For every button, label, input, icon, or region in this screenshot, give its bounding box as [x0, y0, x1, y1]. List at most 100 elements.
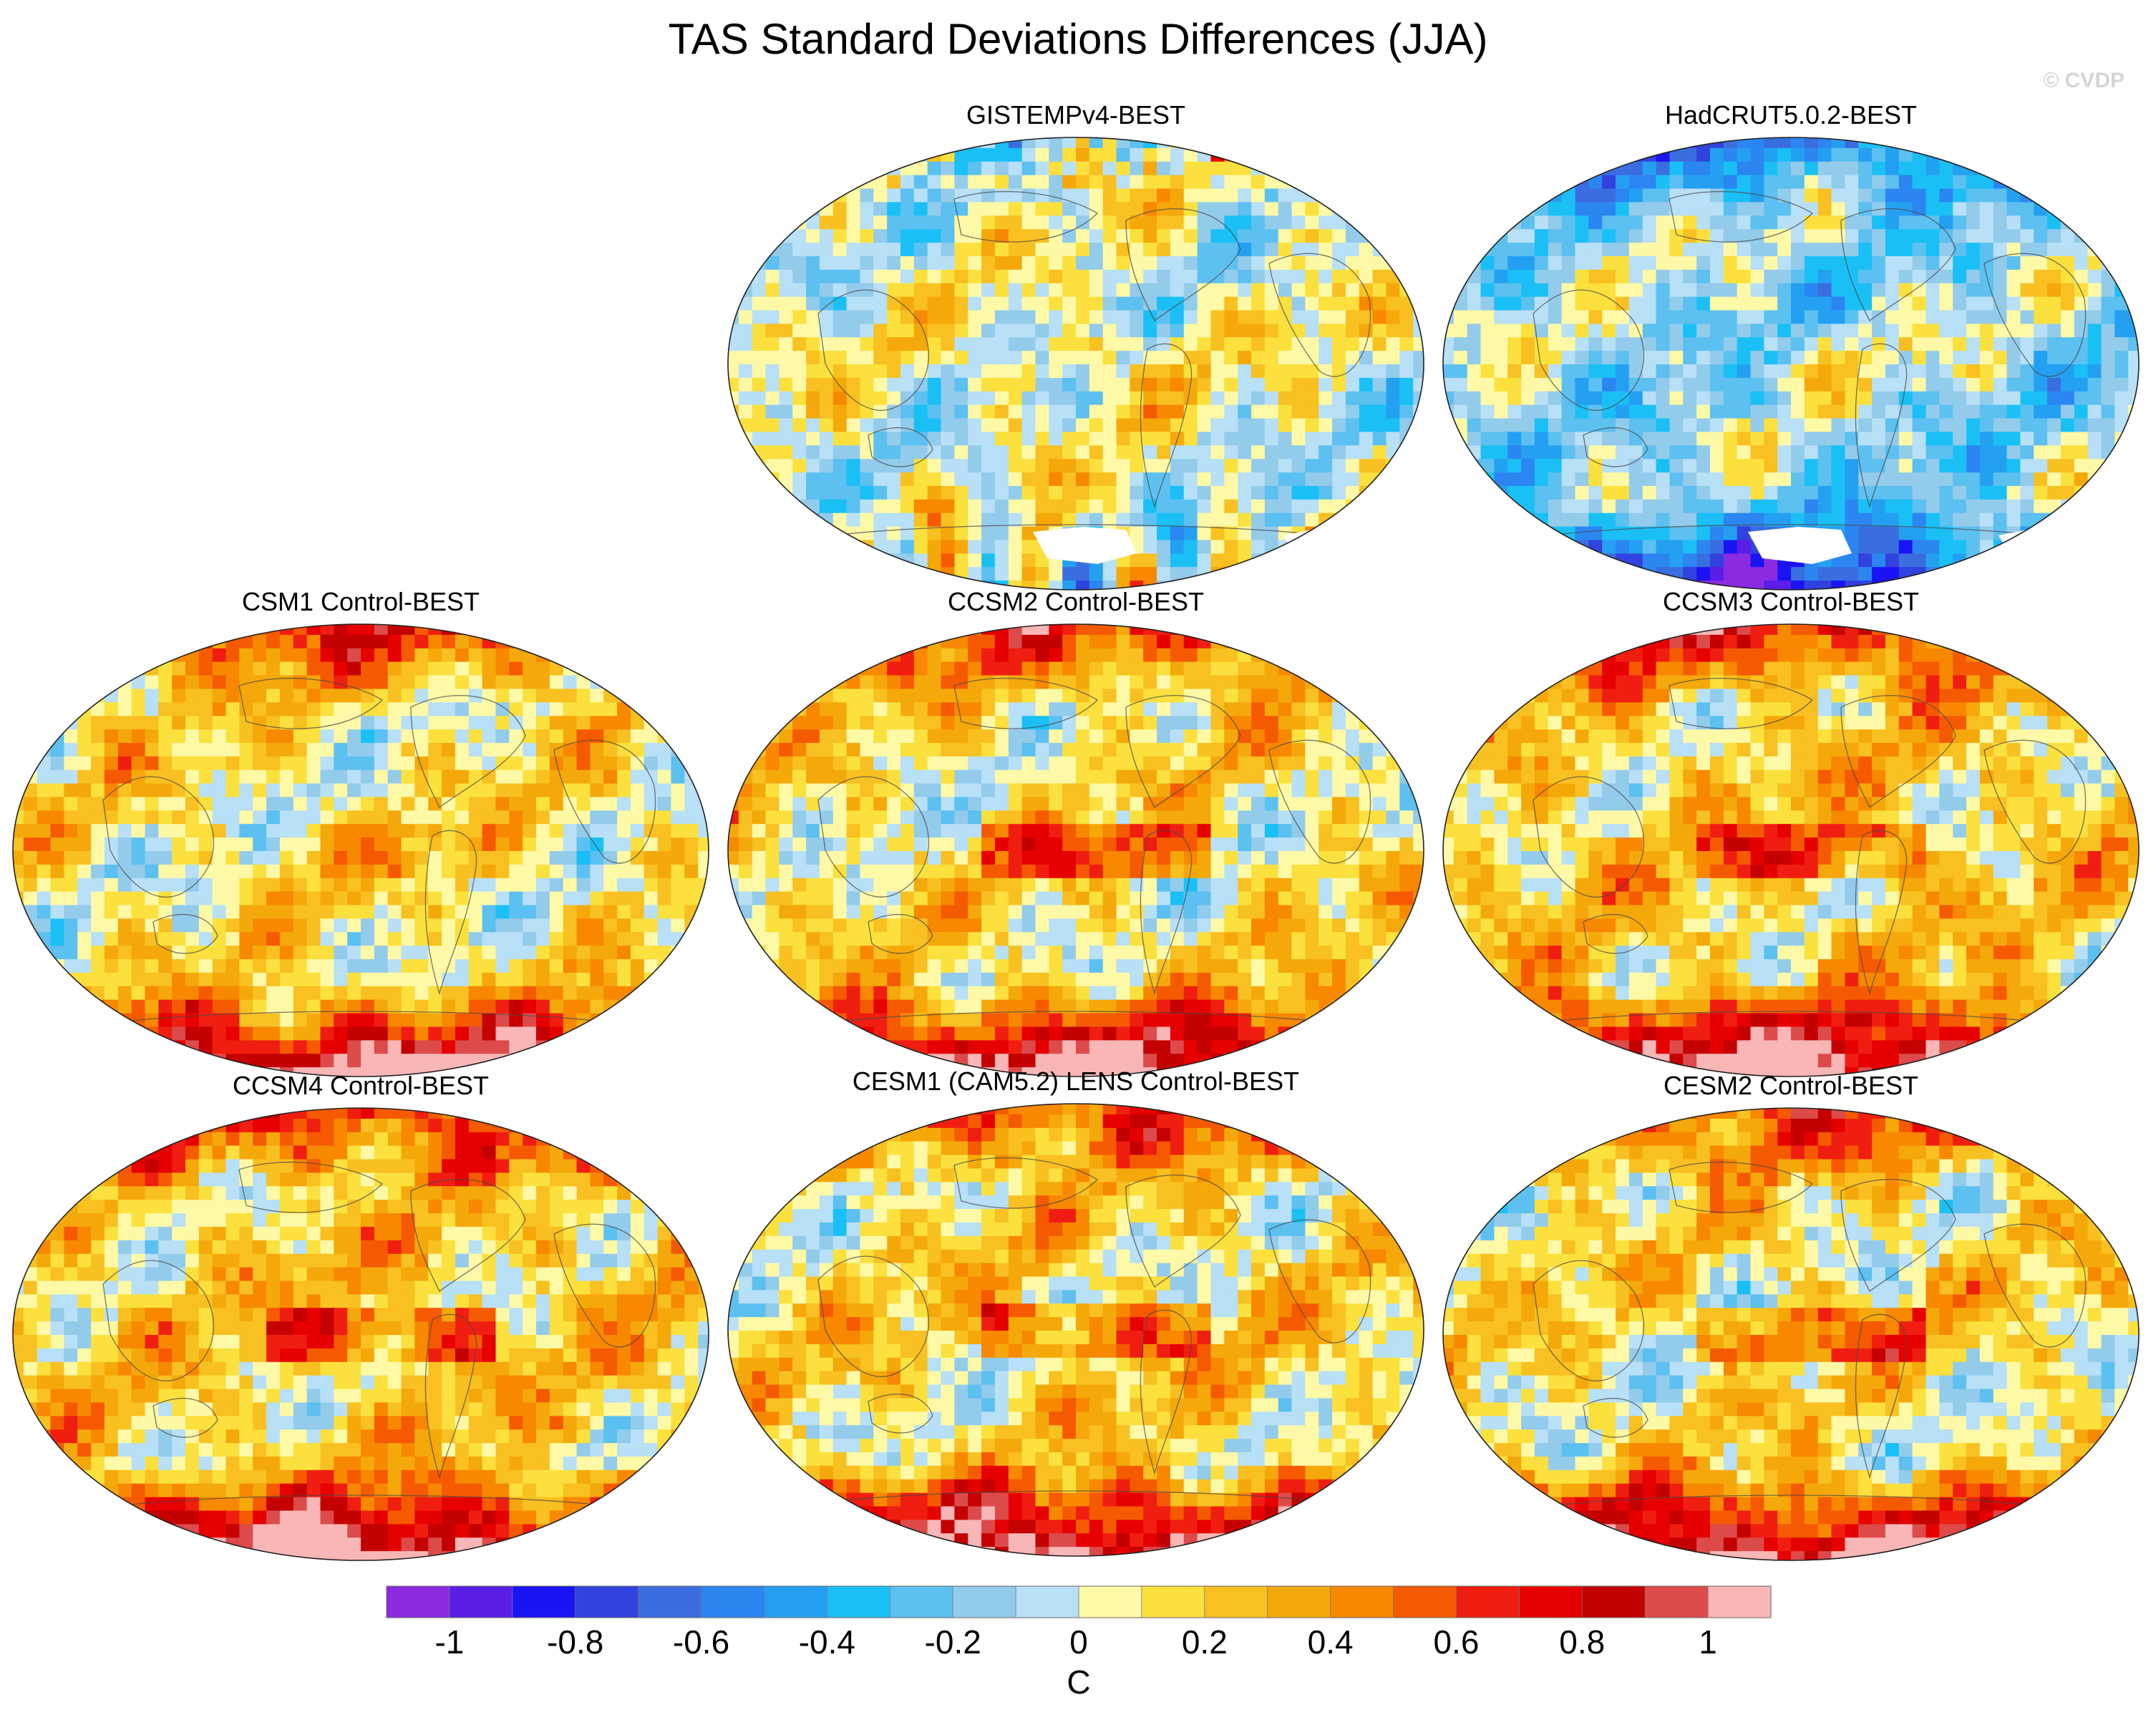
field-cell: [1399, 418, 1414, 432]
field-cell: [1966, 567, 1981, 581]
field-cell: [2101, 296, 2115, 311]
field-cell: [77, 783, 92, 798]
field-cell: [860, 472, 874, 487]
field-cell: [846, 567, 860, 581]
field-cell: [671, 959, 685, 973]
field-cell: [1831, 337, 1845, 351]
field-cell: [819, 432, 834, 446]
field-cell: [941, 472, 955, 487]
field-cell: [2020, 256, 2034, 271]
field-cell: [2047, 256, 2062, 271]
field-cell: [698, 837, 709, 852]
field-cell: [1278, 512, 1293, 528]
field-cell: [1939, 499, 1953, 514]
field-cell: [806, 147, 820, 162]
field-cell: [1723, 472, 1738, 487]
field-cell: [1777, 512, 1792, 528]
field-cell: [1049, 137, 1063, 149]
field-cell: [981, 296, 996, 311]
field-cell: [1737, 269, 1751, 284]
field-cell: [145, 702, 159, 716]
field-cell: [1534, 526, 1549, 541]
field-cell: [1332, 472, 1346, 487]
field-cell: [968, 283, 982, 298]
field-cell: [1386, 485, 1400, 500]
field-cell: [1993, 147, 2008, 162]
field-cell: [1143, 283, 1157, 298]
field-cell: [1116, 351, 1130, 365]
field-cell: [1319, 269, 1333, 284]
field-cell: [1939, 526, 1953, 541]
field-cell: [428, 932, 442, 946]
field-cell: [2047, 472, 2062, 487]
field-cell: [617, 783, 631, 798]
field-cell: [1507, 432, 1522, 446]
field-cell: [104, 702, 119, 716]
field-cell: [1548, 540, 1563, 554]
field-cell: [846, 161, 860, 176]
field-cell: [306, 878, 321, 893]
field-cell: [2087, 459, 2102, 473]
coastline: [1983, 253, 2087, 377]
field-cell: [1399, 351, 1414, 365]
field-cell: [1791, 269, 1805, 284]
field-cell: [819, 445, 834, 460]
field-cell: [1709, 404, 1724, 419]
field-cell: [306, 783, 321, 798]
field-cell: [1453, 540, 1468, 554]
field-cell: [1170, 175, 1185, 190]
field-cell: [576, 891, 591, 906]
field-cell: [1102, 351, 1117, 365]
field-cell: [198, 756, 213, 771]
field-cell: [2114, 391, 2129, 406]
field-cell: [1858, 215, 1873, 230]
field-cell: [1926, 243, 1940, 257]
field-cell: [401, 675, 415, 689]
field-cell: [1561, 553, 1575, 568]
field-cell: [1021, 459, 1036, 473]
missing-data-region: [1748, 527, 1852, 564]
field-cell: [1885, 553, 1900, 568]
field-cell: [792, 283, 807, 298]
field-cell: [738, 485, 753, 500]
field-cell: [1534, 404, 1549, 419]
field-cell: [1345, 459, 1360, 473]
field-cell: [198, 716, 213, 730]
field-cell: [1872, 147, 1886, 162]
field-cell: [1548, 459, 1563, 473]
field-cell: [873, 526, 888, 541]
field-cell: [860, 526, 874, 541]
field-cell: [981, 418, 996, 432]
field-cell: [2020, 161, 2034, 176]
field-cell: [509, 972, 523, 987]
field-cell: [765, 147, 780, 162]
field-cell: [1264, 229, 1279, 243]
field-cell: [913, 445, 928, 460]
field-cell: [1926, 377, 1940, 392]
field-cell: [728, 418, 739, 432]
field-cell: [2006, 229, 2021, 243]
field-cell: [145, 905, 159, 919]
field-cell: [1683, 567, 1697, 581]
field-cell: [361, 729, 375, 744]
field-cell: [1575, 567, 1589, 581]
field-cell: [1089, 243, 1104, 257]
field-cell: [981, 175, 996, 190]
field-cell: [1898, 472, 1913, 487]
field-cell: [2020, 445, 2034, 460]
field-cell: [900, 526, 915, 541]
field-cell: [1669, 418, 1684, 432]
field-cell: [1413, 175, 1424, 190]
field-cell: [887, 137, 901, 149]
field-cell: [1669, 310, 1684, 324]
field-cell: [212, 810, 227, 825]
field-cell: [2006, 485, 2021, 500]
field-cell: [1035, 147, 1049, 162]
field-cell: [1953, 459, 1967, 473]
field-cell: [549, 675, 564, 689]
field-cell: [846, 310, 860, 324]
field-cell: [954, 540, 968, 554]
field-cell: [1413, 161, 1424, 176]
field-cell: [1953, 296, 1967, 311]
field-cell: [1737, 526, 1751, 541]
